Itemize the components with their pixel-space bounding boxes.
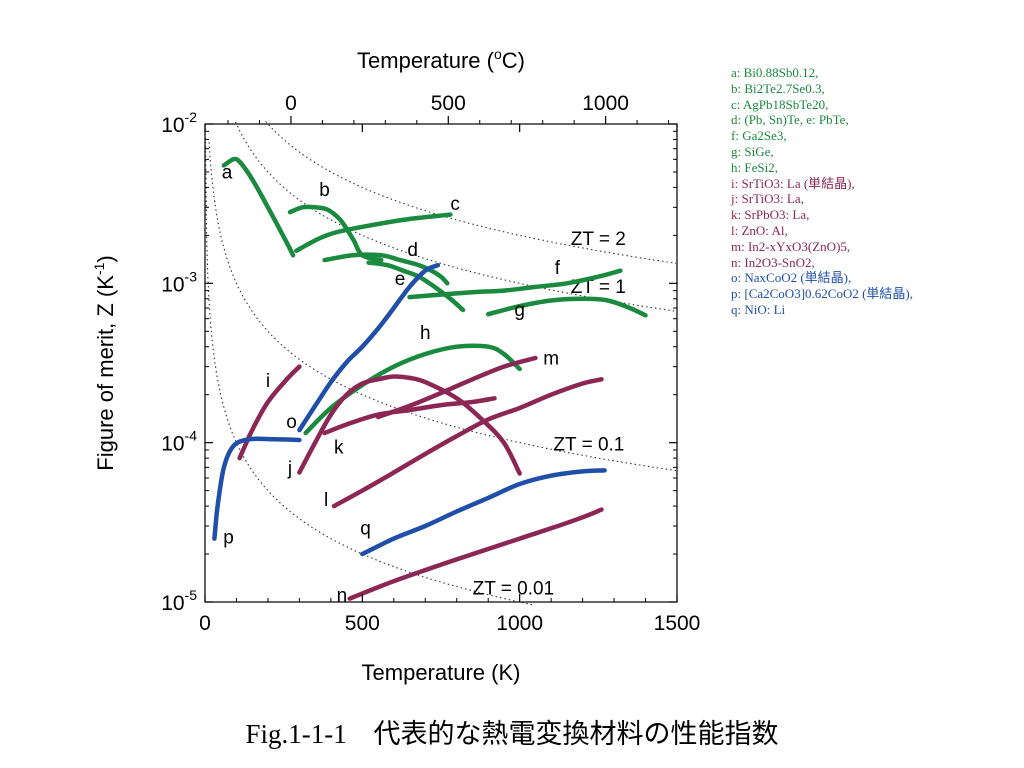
series-label-i: i: [266, 371, 270, 392]
legend-item: g: SiGe,: [731, 143, 774, 159]
iso-line-zt-0.1: [208, 142, 677, 472]
series-line-f: [407, 268, 623, 300]
series-curves: [212, 156, 648, 601]
x-axis-label: Temperature (K): [362, 660, 521, 685]
legend-item: k: SrPbO3: La,: [731, 207, 810, 223]
caption-text: 代表的な熱電変換材料の性能指数: [373, 719, 779, 749]
series-line-q: [360, 468, 607, 557]
axes: 0 500 1000 1500 0 500 1000 10-2 10-3 10-4 10-5: [161, 92, 700, 635]
series-line-n: [347, 507, 604, 601]
series-label-n: n: [337, 586, 348, 607]
series-label-j: j: [287, 458, 292, 479]
legend-item: b: Bi2Te2.7Se0.3,: [731, 80, 825, 96]
iso-lines: ZT = 2ZT = 1ZT = 0.1ZT = 0.01: [204, 121, 677, 606]
top-tick-label: 0: [285, 92, 297, 115]
series-line-e: [366, 260, 466, 313]
legend-item: a: Bi0.88Sb0.12,: [731, 65, 819, 80]
legend-item: i: SrTiO3: La (単結晶),: [731, 175, 855, 191]
series-label-b: b: [319, 180, 330, 201]
series-line-c: [294, 212, 453, 254]
legend-item: q: NiO: Li: [731, 301, 786, 317]
series-label-p: p: [223, 528, 234, 549]
plot-frame: [204, 123, 678, 603]
series-label-g: g: [514, 300, 525, 321]
series-label-c: c: [450, 194, 460, 215]
series-line-k: [322, 396, 497, 436]
legend-item: m: In2-xYxO3(ZnO)5,: [731, 238, 851, 254]
y-tick-label: 10-3: [161, 268, 197, 296]
iso-label-zt-2: ZT = 2: [571, 229, 626, 250]
y-tick-label: 10-5: [161, 587, 197, 615]
series-label-k: k: [334, 437, 344, 458]
series-line-a: [221, 156, 296, 258]
series-line-j: [297, 374, 522, 476]
x-tick-label: 1000: [496, 612, 543, 635]
series-line-l: [331, 377, 604, 509]
series-label-f: f: [555, 258, 561, 279]
top-tick-label: 500: [431, 92, 466, 115]
figure-number: Fig.1-1-1: [245, 719, 347, 749]
series-label-h: h: [420, 323, 431, 344]
y-tick-label: 10-4: [161, 428, 197, 456]
series-line-o: [297, 262, 441, 433]
series-line-m: [375, 355, 538, 420]
series-label-l: l: [324, 490, 328, 511]
top-tick-label: 1000: [582, 92, 629, 115]
iso-label-zt-0.01: ZT = 0.01: [473, 579, 555, 600]
series-labels: a b c de f g h i j k l m n o p q: [222, 162, 561, 606]
y-axis-label: Figure of merit, Z (K-1): [91, 255, 118, 470]
series-line-g: [485, 296, 648, 318]
top-axis-label: Temperature (oC): [357, 46, 525, 73]
series-line-p: [212, 436, 302, 541]
iso-line-zt-2: [265, 121, 677, 264]
legend-item: c: AgPb18SbTe20,: [731, 96, 829, 112]
y-tick-label: 10-2: [161, 109, 197, 137]
legend-item: o: NaxCoO2 (単結晶),: [731, 270, 852, 286]
legend-item: n: In2O3-SnO2,: [731, 254, 815, 270]
legend-item: p: [Ca2CoO3]0.62CoO2 (単結晶),: [731, 286, 913, 302]
series-label-o: o: [286, 412, 297, 433]
legend-item: d: (Pb, Sn)Te, e: PbTe,: [731, 112, 849, 128]
series-label-d: d: [407, 240, 418, 261]
legend-item: h: FeSi2,: [731, 159, 778, 175]
series-label-a: a: [222, 162, 233, 183]
iso-label-zt-0.1: ZT = 0.1: [553, 434, 624, 455]
series-label-e: e: [395, 269, 406, 290]
x-tick-label: 500: [345, 612, 380, 635]
legend-item: j: SrTiO3: La,: [731, 191, 804, 207]
series-line-d: [322, 252, 450, 286]
legend-item: f: Ga2Se3,: [731, 128, 787, 144]
series-label-q: q: [360, 519, 371, 540]
x-tick-label: 0: [199, 612, 211, 635]
legend-item: l: ZnO: Al,: [731, 222, 788, 238]
legend: a: Bi0.88Sb0.12, b: Bi2Te2.7Se0.3, c: AgPb…: [731, 65, 913, 318]
series-label-m: m: [543, 348, 559, 369]
x-tick-label: 1500: [654, 612, 701, 635]
figure-of-merit-chart: ZT = 2ZT = 1ZT = 0.1ZT = 0.01 0 500 1000 15…: [91, 46, 700, 685]
figure-caption: Fig.1-1-1 代表的な熱電変換材料の性能指数: [0, 712, 1024, 751]
